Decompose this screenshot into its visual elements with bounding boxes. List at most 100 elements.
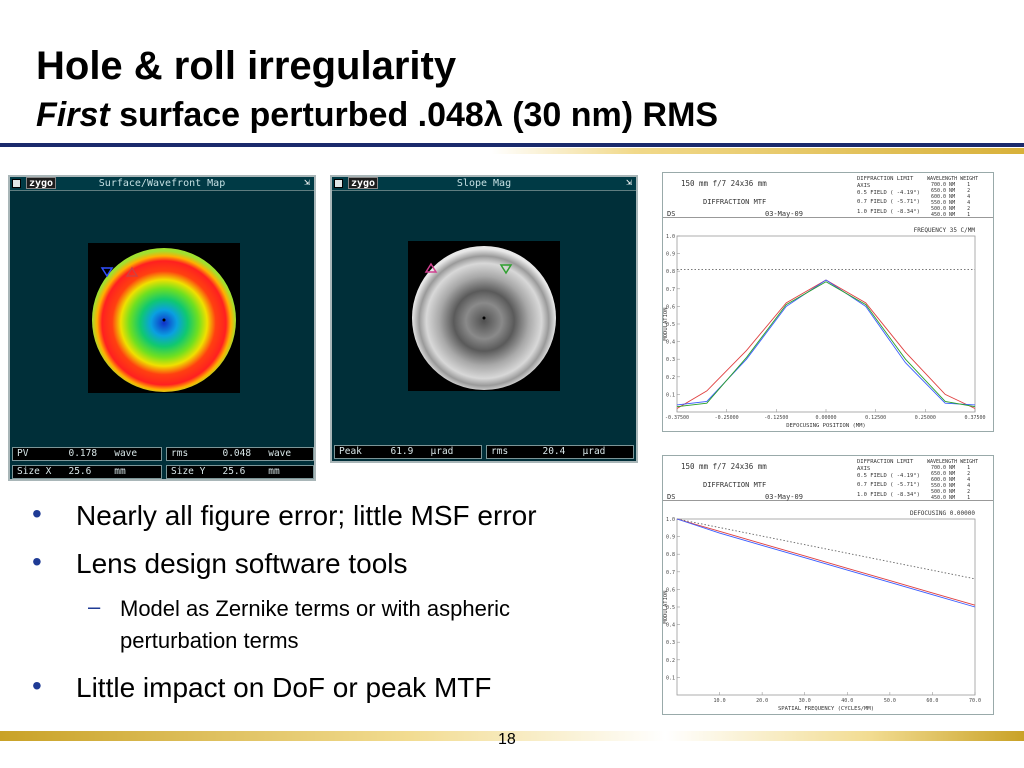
x-tick-label: -0.12500 [764, 415, 788, 421]
legend-entry: AXIS [857, 466, 871, 472]
y-tick-label: 0.1 [666, 675, 675, 681]
subtitle-rest: surface perturbed .048λ (30 nm) RMS [109, 96, 719, 134]
x-tick-label: -0.25000 [715, 415, 739, 421]
bullet-dot-icon: • [32, 670, 42, 701]
x-tick-label: 0.25000 [915, 415, 936, 421]
y-tick-label: 0.5 [666, 322, 675, 328]
marker-up-icon [424, 262, 438, 273]
mtf-plot-svg: FREQUENCY 35 C/MM 0.1 0.2 0.3 0.4 0.5 0.6 0.7 0.… [663, 227, 986, 429]
readout-peak: Peak 61.9 µrad [334, 445, 482, 459]
window-menu-icon[interactable] [12, 179, 21, 188]
wavelength-row: 450.0 NM 1 [931, 495, 971, 501]
y-tick-label: 0.9 [666, 535, 675, 541]
window-menu-icon[interactable] [334, 179, 343, 188]
zygo-logo: zygo [26, 177, 56, 189]
wavelength-row: 650.0 NM 2 [931, 471, 971, 477]
x-tick-label: 30.0 [799, 698, 811, 704]
series-line [676, 518, 976, 580]
panel-titlebar[interactable]: zygo Surface/Wavefront Map ⇲ [10, 177, 314, 191]
chart-title: FREQUENCY 35 C/MM [914, 227, 976, 234]
wavelength-row: 650.0 NM 2 [931, 188, 971, 194]
x-tick-label: 0.00000 [815, 415, 836, 421]
x-tick-label: 20.0 [756, 698, 768, 704]
y-tick-label: 0.3 [666, 357, 675, 363]
y-tick-label: 0.4 [666, 623, 675, 629]
wavelength-row: 450.0 NM 1 [931, 212, 971, 218]
panel-titlebar[interactable]: zygo Slope Mag ⇲ [332, 177, 636, 191]
wavelength-head: WAVELENGTH WEIGHT [927, 176, 979, 182]
legend-entry: DIFFRACTION LIMIT [857, 459, 914, 465]
y-axis-label: MODULATION [663, 307, 669, 340]
readout-pv: PV 0.178 wave [12, 447, 162, 461]
y-tick-label: 0.6 [666, 304, 675, 310]
wavelength-row: 550.0 NM 4 [931, 200, 971, 206]
readout-size-x: Size X 25.6 mm [12, 465, 162, 479]
bullet-text: Nearly all figure error; little MSF erro… [76, 500, 537, 531]
y-tick-label: 0.5 [666, 605, 675, 611]
mtf-header: 150 mm f/7 24x36 mm DIFFRACTION MTF DS 0… [663, 173, 993, 218]
marker-down-icon [499, 264, 513, 275]
y-tick-label: 0.9 [666, 252, 675, 258]
bullet-dot-icon: • [32, 498, 42, 529]
legend-entry: 0.7 FIELD ( -5.71°) [857, 482, 920, 488]
y-tick-label: 0.2 [666, 375, 675, 381]
x-tick-label: 0.12500 [865, 415, 886, 421]
y-tick-label: 1.0 [666, 234, 675, 240]
footer-rule [0, 731, 1024, 741]
legend-entry: 1.0 FIELD ( -8.34°) [857, 209, 920, 215]
mtf-vs-frequency-chart: 150 mm f/7 24x36 mm DIFFRACTION MTF DS 0… [662, 455, 994, 715]
mtf-kind: DIFFRACTION MTF [703, 198, 767, 206]
marker-down-icon [100, 267, 114, 278]
x-axis-label: SPATIAL FREQUENCY (CYCLES/MM) [778, 706, 874, 712]
slope-map-svg [412, 246, 556, 390]
bullet-dot-icon: • [32, 546, 42, 577]
x-tick-label: 40.0 [841, 698, 853, 704]
x-axis-label: DEFOCUSING POSITION (MM) [786, 423, 865, 429]
title-rule-gold [0, 148, 1024, 154]
wavelength-row: 600.0 NM 4 [931, 477, 971, 483]
x-tick-label: 0.37500 [964, 415, 985, 421]
mtf-through-focus-chart: 150 mm f/7 24x36 mm DIFFRACTION MTF DS 0… [662, 172, 994, 432]
x-tick-label: -0.37500 [665, 415, 689, 421]
wavelength-row: 500.0 NM 2 [931, 489, 971, 495]
series-line [676, 281, 976, 408]
mtf-kind: DIFFRACTION MTF [703, 481, 767, 489]
readout-size-y: Size Y 25.6 mm [166, 465, 314, 479]
y-axis-label: MODULATION [663, 590, 669, 623]
mtf-code: DS [667, 493, 676, 501]
legend-entry: 0.5 FIELD ( -4.19°) [857, 473, 920, 479]
legend-entry: 0.5 FIELD ( -4.19°) [857, 190, 920, 196]
wavelength-row: 600.0 NM 4 [931, 194, 971, 200]
series-line [676, 518, 976, 606]
chart-title: DEFOCUSING 0.00000 [910, 510, 975, 517]
wavelength-row: 700.0 NM 1 [931, 182, 971, 188]
resize-arrow-icon[interactable]: ⇲ [303, 177, 310, 188]
mtf-plot-svg: DEFOCUSING 0.00000 0.1 0.2 0.3 0.4 0.5 0.6 0.7 0… [663, 510, 981, 712]
sub-bullet-dash-icon: – [88, 594, 101, 619]
mtf-date: 03-May-09 [765, 493, 803, 501]
slope-map-plot [408, 241, 560, 391]
slope-mag-panel[interactable]: zygo Slope Mag ⇲ Peak 61.9 µ [330, 175, 638, 463]
series-line [676, 279, 976, 409]
readout-rms: rms 0.048 wave [166, 447, 314, 461]
page-number: 18 [498, 731, 516, 748]
sub-bullet-line: perturbation terms [120, 628, 299, 653]
legend-entry: 0.7 FIELD ( -5.71°) [857, 199, 920, 205]
surface-map-plot [88, 243, 240, 393]
legend-entry: AXIS [857, 183, 871, 189]
readout-rms: rms 20.4 µrad [486, 445, 634, 459]
y-tick-label: 0.7 [666, 287, 675, 293]
bullet-text: Lens design software tools [76, 548, 408, 579]
y-tick-label: 0.2 [666, 658, 675, 664]
wavelength-row: 700.0 NM 1 [931, 465, 971, 471]
y-tick-label: 0.7 [666, 570, 675, 576]
y-tick-label: 0.8 [666, 552, 675, 558]
panel-title: Surface/Wavefront Map [98, 178, 226, 189]
y-tick-label: 0.6 [666, 587, 675, 593]
resize-arrow-icon[interactable]: ⇲ [625, 177, 632, 188]
slide-subtitle: First surface perturbed .048λ (30 nm) RM… [36, 96, 718, 135]
slope-map-center [482, 316, 486, 320]
mtf-code: DS [667, 210, 676, 218]
surface-wavefront-panel[interactable]: zygo Surface/Wavefront Map ⇲ [8, 175, 316, 481]
x-tick-label: 60.0 [926, 698, 938, 704]
